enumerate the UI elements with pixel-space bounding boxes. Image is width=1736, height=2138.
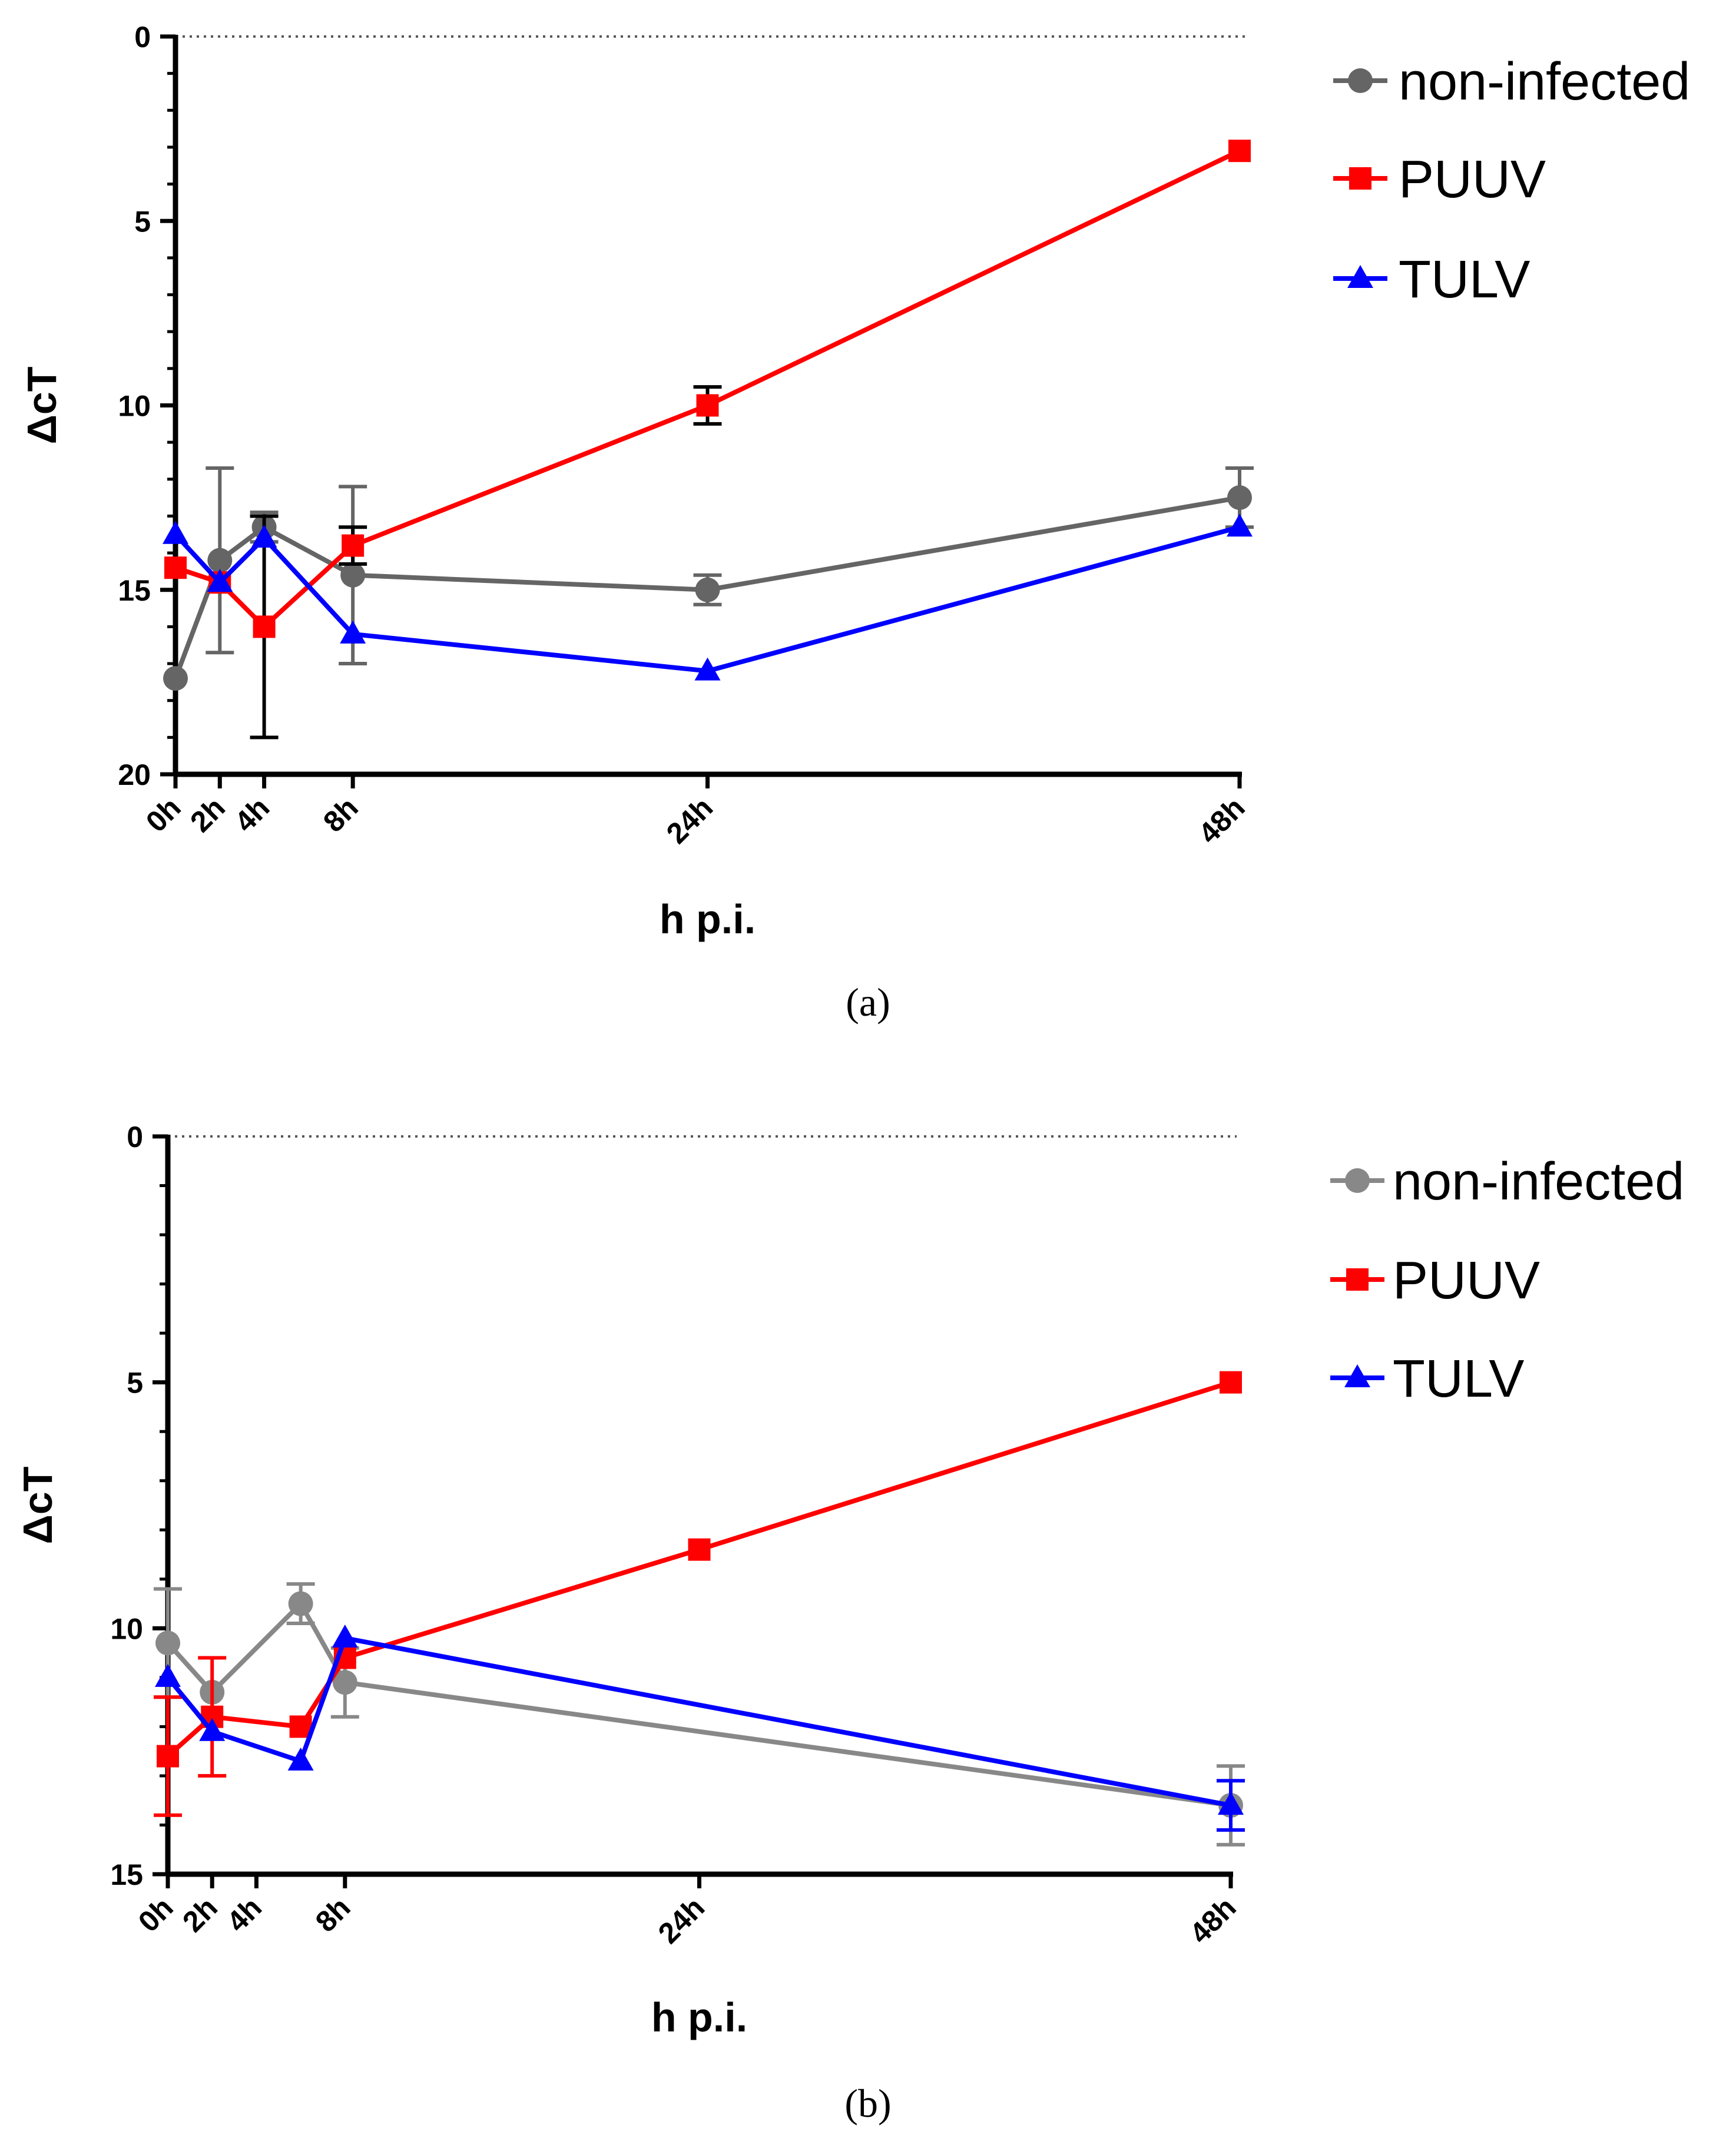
- data-point: [164, 556, 187, 579]
- data-point: [1227, 513, 1253, 537]
- series-line: [166, 1380, 1232, 1758]
- legend-label: TULV: [1399, 250, 1530, 309]
- x-tick-label: 0h: [132, 1891, 180, 1938]
- legend-item: non-infected: [1330, 1152, 1684, 1211]
- legend-label: PUUV: [1393, 1251, 1540, 1310]
- panel-label: (b): [844, 2081, 891, 2126]
- data-point: [688, 1538, 711, 1561]
- x-tick-label: 48h: [1192, 791, 1251, 850]
- x-tick-label: 0h: [140, 791, 187, 838]
- data-point: [695, 577, 720, 602]
- legend-marker: [1347, 265, 1373, 288]
- legend-marker: [1349, 167, 1371, 190]
- series-tulv: [163, 513, 1253, 681]
- series-line: [165, 1636, 1231, 1808]
- data-point: [163, 521, 188, 544]
- series-puuv: [164, 140, 1251, 740]
- legend-marker: [1348, 68, 1373, 93]
- legend-marker: [1345, 1168, 1370, 1193]
- legend-item: PUUV: [1330, 1251, 1540, 1310]
- y-tick-label: 15: [110, 1858, 143, 1891]
- x-axis-title: h p.i.: [651, 1994, 747, 2040]
- data-point: [1227, 485, 1252, 511]
- data-point: [251, 525, 277, 548]
- series-non-infected: [163, 466, 1254, 691]
- x-tick-label: 2h: [176, 1891, 224, 1938]
- data-point: [163, 666, 188, 691]
- x-tick-label: 8h: [317, 791, 365, 838]
- x-axis-title: h p.i.: [660, 896, 756, 942]
- data-point: [207, 548, 233, 573]
- data-point: [332, 1625, 358, 1648]
- data-point: [342, 534, 365, 557]
- y-tick-label: 0: [134, 21, 151, 54]
- x-tick-label: 48h: [1183, 1891, 1243, 1950]
- x-tick-label: 8h: [309, 1891, 357, 1938]
- legend-item: PUUV: [1333, 150, 1546, 209]
- legend-label: TULV: [1393, 1350, 1524, 1408]
- y-axis-title: ΔcT: [15, 1466, 61, 1544]
- data-point: [199, 1718, 226, 1741]
- x-tick-label: 4h: [220, 1891, 268, 1938]
- panel-label: (a): [846, 980, 890, 1025]
- data-point: [288, 1591, 313, 1616]
- x-tick-label: 4h: [228, 791, 276, 838]
- x-tick-label: 24h: [652, 1891, 711, 1950]
- legend-marker: [1346, 1268, 1369, 1291]
- data-point: [1218, 1792, 1244, 1815]
- legend-label: PUUV: [1399, 150, 1546, 209]
- data-point: [287, 1747, 314, 1771]
- data-point: [694, 657, 721, 681]
- legend-item: non-infected: [1333, 52, 1690, 111]
- legend-item: TULV: [1333, 250, 1530, 309]
- data-point: [155, 1630, 180, 1656]
- series-line: [174, 525, 1241, 674]
- data-point: [207, 569, 233, 592]
- y-tick-label: 10: [110, 1612, 143, 1645]
- y-tick-label: 5: [127, 1367, 143, 1400]
- data-point: [155, 1663, 181, 1687]
- data-point: [340, 562, 366, 588]
- legend-label: non-infected: [1399, 52, 1690, 111]
- y-axis-title: ΔcT: [19, 366, 65, 444]
- y-tick-label: 0: [127, 1121, 143, 1153]
- data-point: [1220, 1371, 1242, 1394]
- y-tick-label: 15: [118, 574, 151, 607]
- data-point: [1228, 140, 1251, 163]
- x-tick-label: 24h: [660, 791, 720, 850]
- y-tick-label: 5: [134, 205, 151, 238]
- y-tick-label: 20: [118, 758, 151, 791]
- data-point: [332, 1670, 357, 1695]
- data-point: [340, 620, 366, 644]
- legend-marker: [1344, 1364, 1370, 1387]
- legend-label: non-infected: [1393, 1152, 1684, 1211]
- legend-item: TULV: [1330, 1350, 1524, 1408]
- series-puuv: [154, 1371, 1242, 1817]
- data-point: [696, 394, 719, 417]
- series-tulv: [155, 1625, 1245, 1832]
- y-tick-label: 10: [118, 390, 151, 423]
- x-tick-label: 2h: [184, 791, 231, 838]
- data-point: [157, 1745, 179, 1768]
- data-point: [253, 615, 276, 638]
